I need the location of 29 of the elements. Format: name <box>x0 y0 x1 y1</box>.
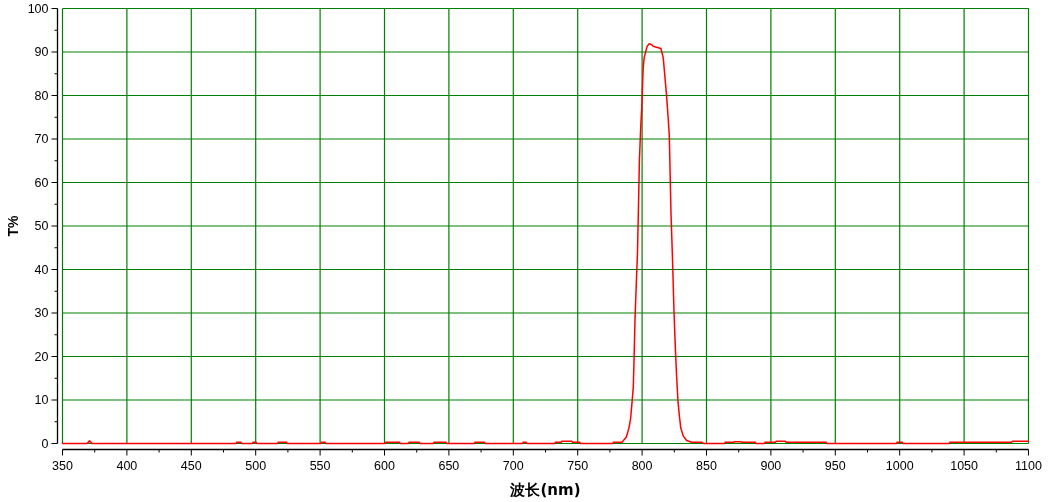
x-tick-label: 500 <box>245 458 267 473</box>
x-tick-label: 950 <box>824 458 846 473</box>
y-tick-label: 0 <box>41 436 49 451</box>
y-tick-label: 30 <box>34 306 49 321</box>
y-tick-label: 60 <box>34 175 49 190</box>
x-tick-label: 1100 <box>1015 458 1042 473</box>
x-tick-label: 550 <box>309 458 331 473</box>
y-tick-label: 50 <box>34 219 49 234</box>
x-tick-label: 350 <box>52 458 73 473</box>
x-tick-label: 650 <box>438 458 460 473</box>
x-tick-label: 900 <box>760 458 782 473</box>
y-tick-label: 100 <box>27 1 49 16</box>
x-tick-label: 700 <box>502 458 524 473</box>
x-axis-title: 波长(nm) <box>509 481 581 499</box>
x-tick-label: 400 <box>116 458 138 473</box>
x-tick-label: 850 <box>696 458 717 473</box>
y-tick-label: 70 <box>34 132 49 147</box>
y-tick-label: 20 <box>34 349 49 364</box>
x-tick-label: 1000 <box>885 458 914 473</box>
y-axis-title: T% <box>5 214 21 237</box>
y-tick-label: 40 <box>34 262 49 277</box>
x-tick-label: 800 <box>631 458 653 473</box>
y-tick-label: 90 <box>34 45 49 60</box>
y-tick-label: 10 <box>34 393 49 408</box>
y-tick-label: 80 <box>34 88 49 103</box>
x-tick-label: 600 <box>374 458 395 473</box>
x-tick-label: 450 <box>180 458 202 473</box>
x-tick-label: 1050 <box>950 458 979 473</box>
x-tick-label: 750 <box>567 458 589 473</box>
